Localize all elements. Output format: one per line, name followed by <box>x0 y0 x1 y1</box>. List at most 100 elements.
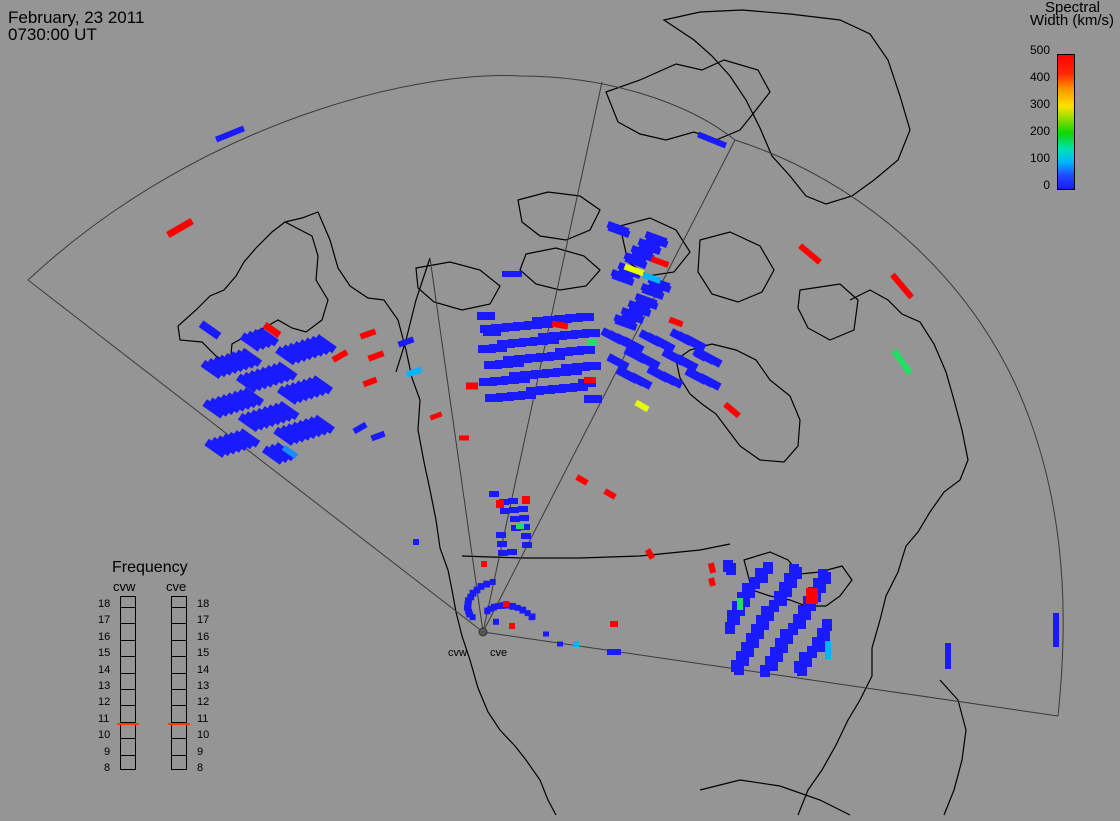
echo-cell <box>699 350 723 368</box>
echo-cell <box>166 217 194 239</box>
echo-cell <box>693 350 707 362</box>
frequency-tick-cve: 15 <box>197 647 210 660</box>
frequency-tick-cvw: 11 <box>98 712 110 725</box>
frequency-tick-cve: 12 <box>197 696 210 709</box>
echo-cell <box>526 387 544 395</box>
echo-cell <box>331 349 349 363</box>
echo-cell <box>707 562 717 574</box>
echo-cell <box>759 618 769 630</box>
echo-cell <box>635 295 659 311</box>
echo-cell <box>519 338 537 346</box>
echo-cell <box>496 500 504 508</box>
echo-cell <box>584 395 602 403</box>
echo-cell <box>489 491 499 497</box>
echo-cell <box>631 247 655 263</box>
echo-cell <box>520 606 527 613</box>
echo-cell <box>737 598 743 610</box>
frequency-radar-cvw: cvw <box>113 579 136 594</box>
echo-cell <box>572 363 590 371</box>
colorbar-tick-0: 0 <box>1043 178 1050 192</box>
echo-cell <box>491 324 509 332</box>
echo-cell <box>683 334 707 352</box>
station-label-cve: cve <box>490 647 508 659</box>
echo-cell <box>467 593 474 600</box>
radar-echo-cells <box>166 125 1059 677</box>
echo-cell <box>628 302 652 318</box>
echo-cell <box>492 618 499 625</box>
echo-cell <box>514 355 532 363</box>
frequency-radar-cve: cve <box>166 579 187 594</box>
frequency-gridline <box>120 639 136 641</box>
frequency-gridline <box>171 721 187 723</box>
echo-cell <box>708 577 716 587</box>
echo-cell <box>262 321 282 339</box>
frequency-tick-cvw: 16 <box>98 630 111 643</box>
echo-cell <box>480 325 498 333</box>
echo-cell <box>466 611 473 618</box>
echo-cell <box>507 549 517 555</box>
echo-cell <box>509 507 519 513</box>
echo-cell <box>464 601 471 608</box>
echo-cell <box>464 597 471 604</box>
echo-cell <box>652 335 676 353</box>
echo-cell <box>788 623 798 635</box>
frequency-gridline <box>171 738 187 740</box>
frequency-tick-cvw: 13 <box>98 680 111 692</box>
colorbar-tick-500: 500 <box>1029 43 1050 57</box>
echo-cell <box>503 601 509 607</box>
echo-cell <box>529 613 536 620</box>
echo-cell <box>459 435 469 441</box>
echo-cell <box>466 382 478 390</box>
echo-cell <box>543 316 561 324</box>
frequency-tick-cvw: 18 <box>98 598 111 610</box>
echo-cell <box>509 602 516 609</box>
echo-cell <box>668 316 684 328</box>
frequency-gridline <box>120 754 136 756</box>
station-label-cvw: cvw <box>448 647 467 659</box>
echo-cell <box>642 272 662 284</box>
echo-cell <box>584 377 596 383</box>
echo-cell <box>821 572 831 584</box>
echo-cell <box>638 240 662 256</box>
echo-cell <box>758 571 768 583</box>
echo-cell <box>763 562 773 574</box>
echo-cell <box>237 428 261 448</box>
echo-cell <box>469 589 476 596</box>
echo-cell <box>551 320 569 330</box>
echo-cell <box>749 636 759 648</box>
frequency-tick-cve: 8 <box>197 762 204 774</box>
frequency-tick-cvw: 10 <box>98 729 111 742</box>
echo-cell <box>660 371 684 389</box>
echo-cell <box>641 285 665 301</box>
echo-cell <box>509 372 527 380</box>
echo-cell <box>890 272 914 300</box>
frequency-gridline <box>120 721 136 723</box>
echo-cell <box>352 421 368 435</box>
echo-cell <box>473 586 480 593</box>
echo-cell <box>730 613 740 625</box>
political-borders <box>395 257 731 559</box>
echo-cell <box>509 623 515 629</box>
echo-cell <box>945 643 951 669</box>
echo-cell <box>798 243 822 265</box>
frequency-tick-cvw: 8 <box>104 762 111 774</box>
echo-cell <box>549 332 567 340</box>
echo-cell <box>606 353 630 371</box>
echo-cell <box>768 659 778 671</box>
echo-cell <box>734 663 744 675</box>
echo-cell <box>477 583 484 590</box>
frequency-gridline <box>171 705 187 707</box>
echo-cell <box>314 334 337 354</box>
echo-cell <box>557 641 563 647</box>
echo-cell <box>241 387 265 407</box>
echo-cell <box>891 348 913 376</box>
frequency-indicator-cve <box>168 723 190 726</box>
echo-cell <box>359 328 377 340</box>
echo-cell <box>495 603 502 610</box>
echo-cell <box>522 496 530 504</box>
echo-cell <box>806 588 818 604</box>
echo-cell <box>806 599 816 611</box>
echo-cell <box>624 254 648 270</box>
